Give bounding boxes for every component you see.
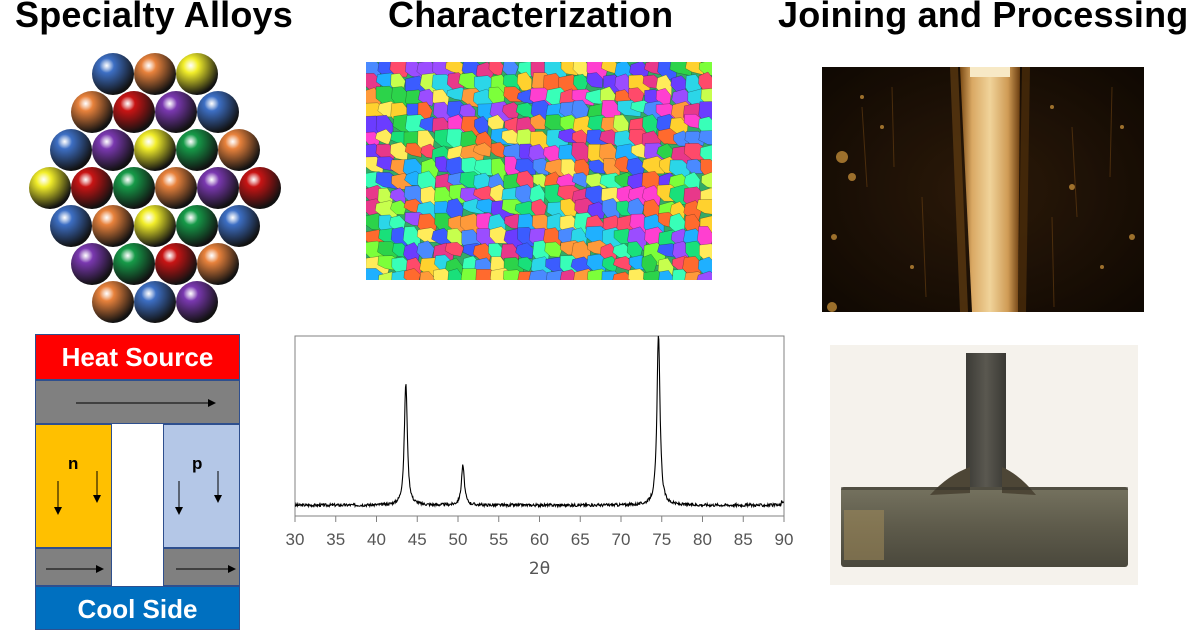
plot-frame bbox=[294, 335, 785, 517]
sphere-orange bbox=[134, 53, 176, 95]
ebsd-grain-map bbox=[366, 62, 712, 280]
sphere-red bbox=[239, 167, 281, 209]
x-tick-label: 30 bbox=[286, 530, 305, 549]
top-conductor bbox=[35, 380, 240, 424]
bottom-right-conductor bbox=[163, 548, 240, 586]
sphere-purple bbox=[176, 281, 218, 323]
n-type-leg bbox=[35, 424, 112, 548]
sphere-orange bbox=[197, 243, 239, 285]
title-characterization: Characterization bbox=[388, 0, 674, 35]
sphere-purple bbox=[155, 91, 197, 133]
x-tick-label: 50 bbox=[449, 530, 468, 549]
sphere-orange bbox=[218, 129, 260, 171]
sphere-purple bbox=[71, 243, 113, 285]
sphere-orange bbox=[71, 91, 113, 133]
x-tick-label: 35 bbox=[326, 530, 345, 549]
sphere-green bbox=[113, 243, 155, 285]
sphere-green bbox=[176, 205, 218, 247]
x-tick-label: 65 bbox=[571, 530, 590, 549]
x-tick-label: 80 bbox=[693, 530, 712, 549]
xrd-pattern-line bbox=[294, 335, 784, 509]
weld-micrograph bbox=[822, 67, 1144, 312]
sphere-orange bbox=[92, 281, 134, 323]
alloy-sphere-cluster bbox=[29, 53, 281, 323]
x-tick-label: 90 bbox=[775, 530, 794, 549]
sphere-red bbox=[155, 243, 197, 285]
x-tick-label: 85 bbox=[734, 530, 753, 549]
sphere-purple bbox=[197, 167, 239, 209]
p-type-leg bbox=[163, 424, 240, 548]
x-tick-label: 60 bbox=[530, 530, 549, 549]
x-tick-label: 75 bbox=[652, 530, 671, 549]
sphere-yellow bbox=[29, 167, 71, 209]
x-tick-label: 55 bbox=[489, 530, 508, 549]
sphere-blue bbox=[218, 205, 260, 247]
sphere-yellow bbox=[176, 53, 218, 95]
sphere-green bbox=[113, 167, 155, 209]
sphere-red bbox=[113, 91, 155, 133]
sphere-orange bbox=[155, 167, 197, 209]
title-joining-processing: Joining and Processing bbox=[778, 0, 1189, 35]
title-specialty-alloys: Specialty Alloys bbox=[15, 0, 293, 35]
sphere-blue bbox=[134, 281, 176, 323]
xrd-chart: 30 35 40 45 50 55 60 65 70 75 80 85 90 2θ bbox=[286, 335, 794, 579]
thermoelectric-schematic: Heat Source n p bbox=[35, 334, 240, 630]
sphere-blue bbox=[50, 205, 92, 247]
sphere-purple bbox=[92, 129, 134, 171]
cool-side-bar: Cool Side bbox=[35, 586, 240, 630]
x-tick-label: 40 bbox=[367, 530, 386, 549]
t-joint-photo bbox=[830, 345, 1138, 585]
sphere-blue bbox=[92, 53, 134, 95]
sphere-yellow bbox=[134, 129, 176, 171]
heat-source-bar: Heat Source bbox=[35, 334, 240, 380]
sphere-orange bbox=[92, 205, 134, 247]
sphere-red bbox=[71, 167, 113, 209]
sphere-yellow bbox=[134, 205, 176, 247]
bottom-left-conductor bbox=[35, 548, 112, 586]
sphere-blue bbox=[197, 91, 239, 133]
n-type-label: n bbox=[68, 454, 79, 473]
p-type-label: p bbox=[192, 454, 203, 473]
x-axis-label: 2θ bbox=[529, 559, 550, 579]
x-tick-label: 45 bbox=[408, 530, 427, 549]
sphere-green bbox=[176, 129, 218, 171]
x-tick-label: 70 bbox=[612, 530, 631, 549]
sphere-blue bbox=[50, 129, 92, 171]
